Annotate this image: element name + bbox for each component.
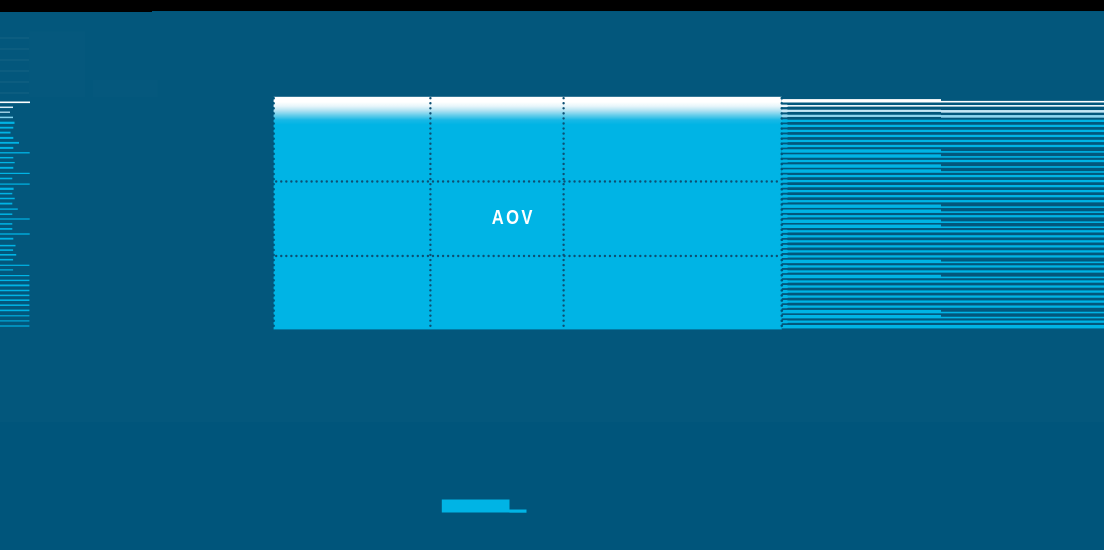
svg-text:AOV: AOV [492, 205, 535, 228]
